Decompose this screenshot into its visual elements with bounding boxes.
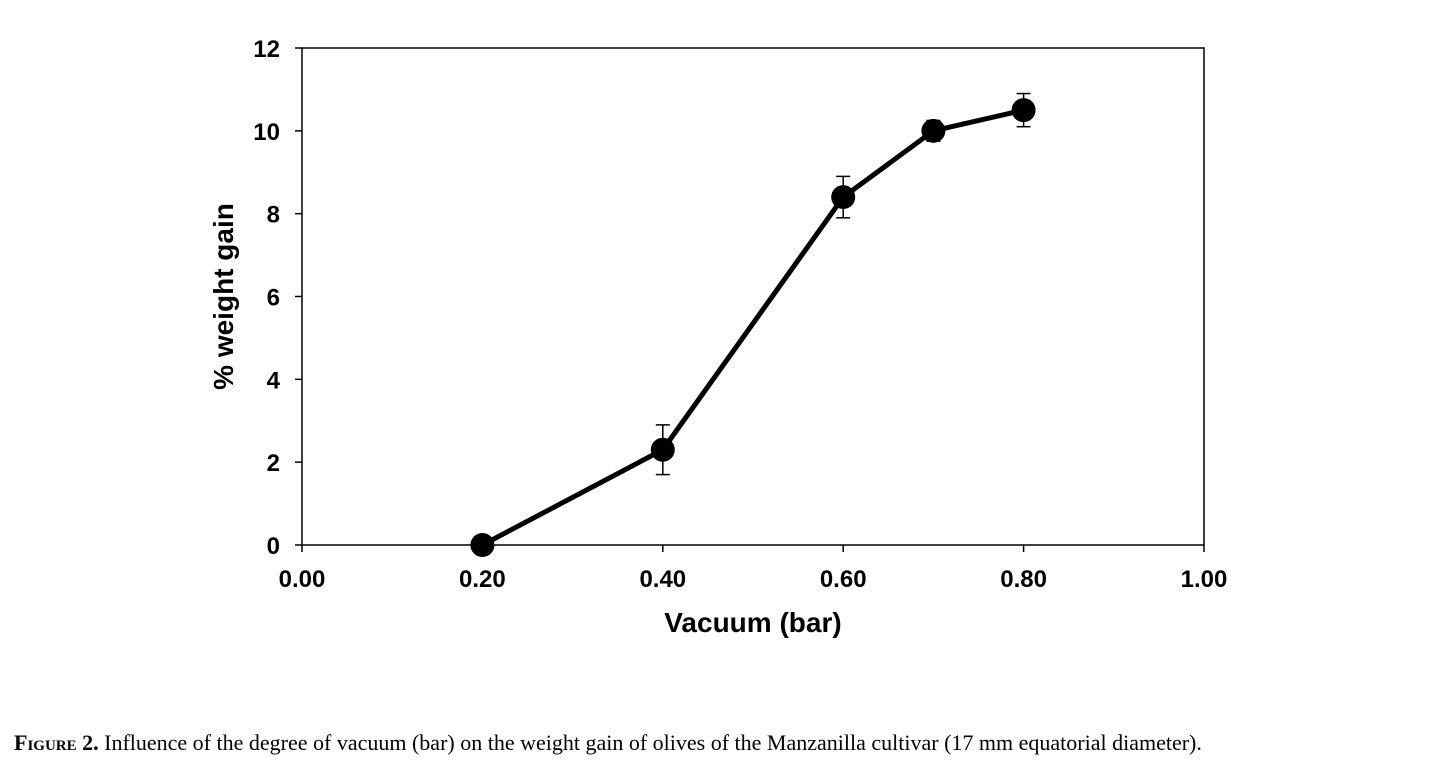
series-layer	[470, 92, 1036, 557]
figure-caption: Figure 2. Influence of the degree of vac…	[14, 730, 1434, 756]
y-tick-label: 0	[267, 533, 280, 560]
caption-text: Influence of the degree of vacuum (bar) …	[98, 730, 1202, 755]
x-axis-title: Vacuum (bar)	[664, 607, 841, 638]
y-axis-title: % weight gain	[208, 203, 239, 390]
x-tick-label: 0.80	[1000, 566, 1047, 593]
y-tick-label: 6	[267, 285, 280, 312]
data-point	[921, 118, 946, 143]
data-point	[650, 437, 675, 462]
y-tick-label: 10	[253, 119, 280, 146]
data-point	[831, 185, 856, 210]
x-tick-label: 1.00	[1181, 566, 1228, 593]
data-point	[470, 533, 495, 557]
x-tick-label: 0.20	[459, 566, 506, 593]
y-tick-label: 4	[267, 367, 281, 394]
chart: 0.00 0.20 0.40 0.60 0.80 1.00 0 2 4 6 8 10 12 Vacuu…	[208, 36, 1228, 638]
x-tick-label: 0.00	[279, 566, 326, 593]
y-tick-label: 12	[253, 36, 280, 63]
y-axis: 0 2 4 6 8 10 12	[253, 36, 302, 560]
data-point	[1011, 98, 1036, 123]
y-tick-label: 2	[267, 450, 280, 477]
x-axis: 0.00 0.20 0.40 0.60 0.80 1.00	[279, 545, 1228, 593]
figure-label: Figure 2.	[14, 730, 99, 755]
series-line	[481, 107, 1025, 548]
plot-area-frame	[301, 47, 1205, 546]
x-tick-label: 0.60	[820, 566, 867, 593]
x-tick-label: 0.40	[639, 566, 686, 593]
y-tick-label: 8	[267, 202, 280, 229]
